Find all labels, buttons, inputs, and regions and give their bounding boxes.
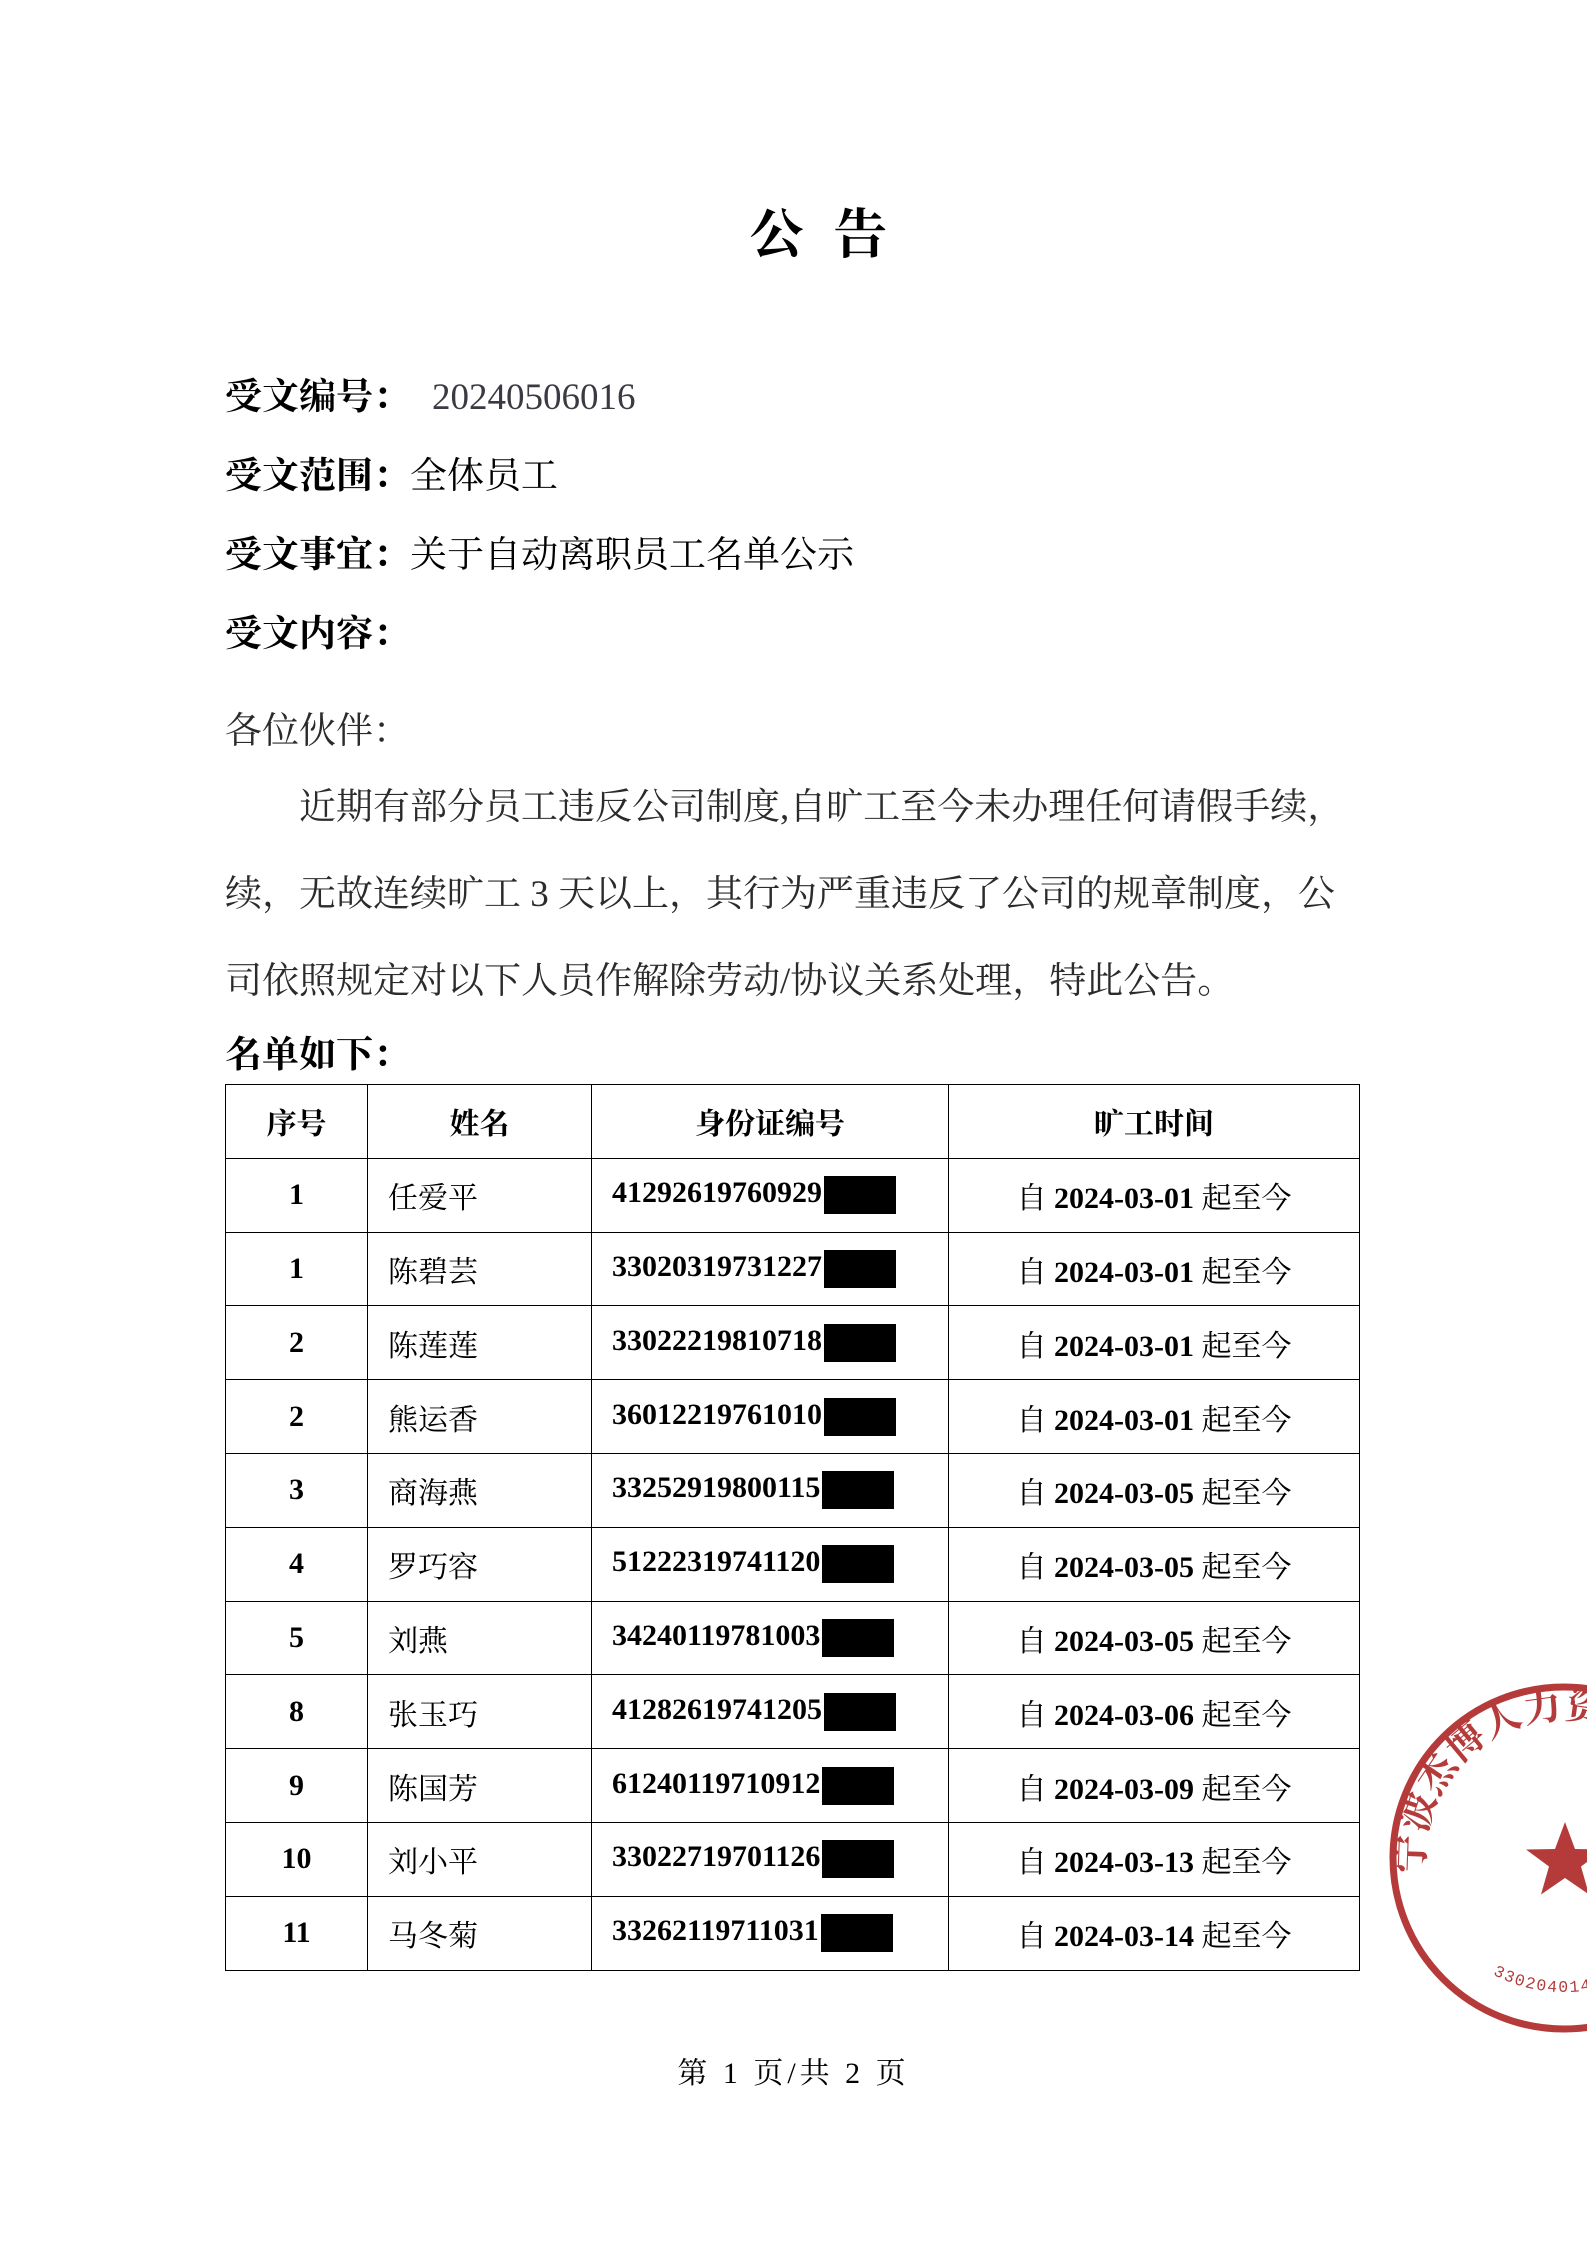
svg-text:3302040144565: 3302040144565: [1490, 1962, 1587, 1997]
